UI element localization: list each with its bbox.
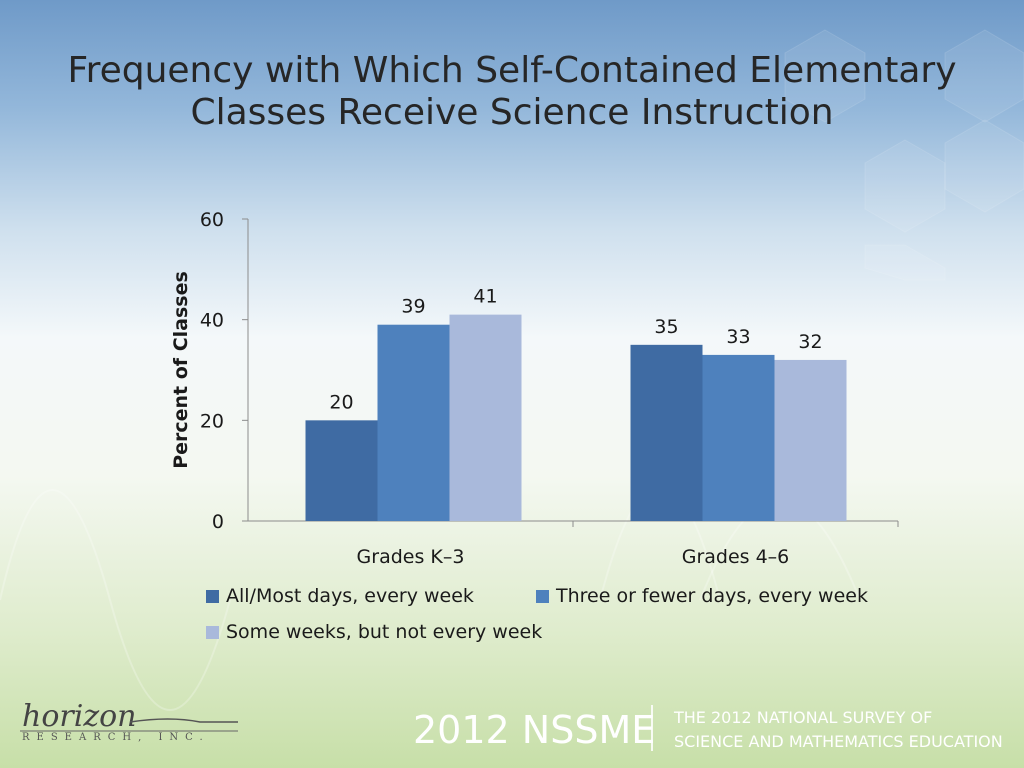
legend-label-three-or-fewer-days: Three or fewer days, every week: [556, 585, 868, 607]
bar: [377, 324, 450, 521]
x-category-label: Grades 4–6: [682, 546, 790, 568]
legend-label-some-weeks: Some weeks, but not every week: [226, 621, 543, 643]
legend-item-some-weeks: Some weeks, but not every week: [206, 621, 542, 643]
bar: [449, 314, 522, 521]
y-tick-label: 20: [200, 410, 224, 432]
logo-subtitle: RESEARCH, INC.: [22, 732, 210, 743]
x-category-label: Grades K–3: [357, 546, 465, 568]
footer-survey-title: THE 2012 NATIONAL SURVEY OF SCIENCE AND …: [674, 706, 1003, 754]
title-line-2: Classes Receive Science Instruction: [190, 92, 834, 133]
y-tick-label: 60: [200, 209, 224, 231]
bar-value-label: 39: [401, 296, 425, 318]
bar-value-label: 32: [798, 331, 822, 353]
horizon-research-logo: horizon: [20, 700, 238, 734]
legend-swatch-all-most-days: [206, 590, 219, 603]
bar-value-label: 20: [329, 391, 353, 413]
legend-item-all-most-days: All/Most days, every week: [206, 585, 474, 607]
logo-word: horizon: [22, 700, 137, 734]
bar-value-label: 41: [473, 286, 497, 308]
y-axis-label: Percent of Classes: [170, 271, 192, 469]
bar-value-label: 33: [726, 326, 750, 348]
legend-label-all-most-days: All/Most days, every week: [226, 585, 474, 607]
bar: [702, 354, 775, 521]
y-tick-label: 40: [200, 310, 224, 332]
bar: [305, 420, 378, 521]
footer-separator: [651, 705, 653, 751]
bar-value-label: 35: [654, 316, 678, 338]
footer-line-1: THE 2012 NATIONAL SURVEY OF: [674, 708, 933, 727]
title-line-1: Frequency with Which Self-Contained Elem…: [67, 50, 957, 91]
bar: [630, 344, 703, 521]
footer-line-2: SCIENCE AND MATHEMATICS EDUCATION: [674, 732, 1003, 751]
legend-swatch-some-weeks: [206, 626, 219, 639]
slide-title: Frequency with Which Self-Contained Elem…: [40, 50, 984, 134]
bar-chart: 0 20 40 60 Percent of Classes 20 39 41 Grades K–…: [170, 209, 899, 568]
y-tick-label: 0: [212, 511, 224, 533]
footer-survey-name: 2012 NSSME: [413, 708, 656, 752]
legend-item-three-or-fewer-days: Three or fewer days, every week: [536, 585, 868, 607]
bar: [774, 359, 847, 521]
legend-swatch-three-or-fewer-days: [536, 590, 549, 603]
